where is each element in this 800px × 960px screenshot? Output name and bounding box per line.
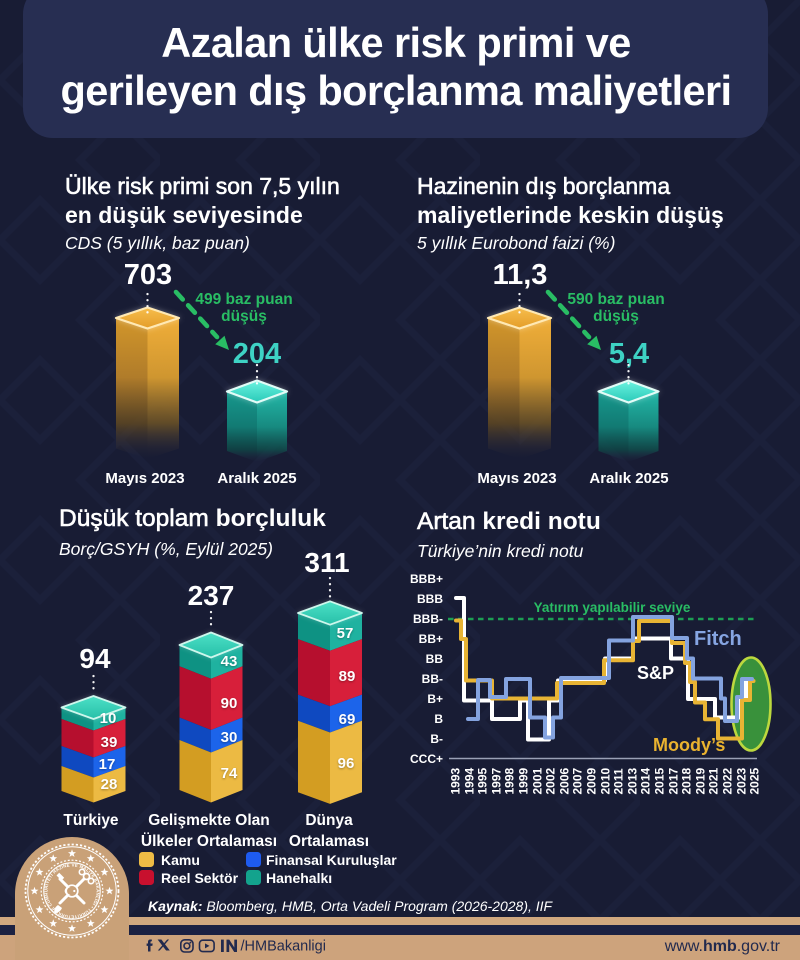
svg-text:/HMBakanligi: /HMBakanligi — [241, 939, 326, 955]
svg-text:TÜRKİYE CUMHURİYETİ HAZİNE VE: TÜRKİYE CUMHURİYETİ HAZİNE VE MALİYE BAK… — [0, 830, 101, 920]
